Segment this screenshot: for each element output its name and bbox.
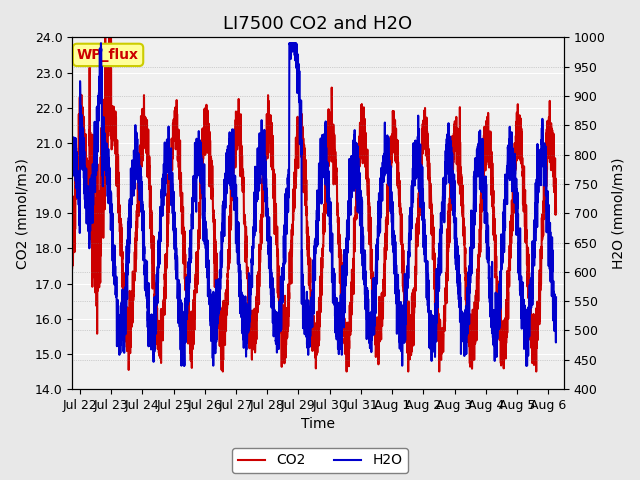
Line: CO2: CO2 [65, 30, 556, 372]
X-axis label: Time: Time [301, 418, 335, 432]
Legend: CO2, H2O: CO2, H2O [232, 448, 408, 473]
Line: H2O: H2O [65, 43, 556, 366]
Text: WP_flux: WP_flux [77, 48, 139, 62]
Y-axis label: H2O (mmol/m3): H2O (mmol/m3) [611, 157, 625, 269]
Y-axis label: CO2 (mmol/m3): CO2 (mmol/m3) [15, 158, 29, 269]
Title: LI7500 CO2 and H2O: LI7500 CO2 and H2O [223, 15, 413, 33]
